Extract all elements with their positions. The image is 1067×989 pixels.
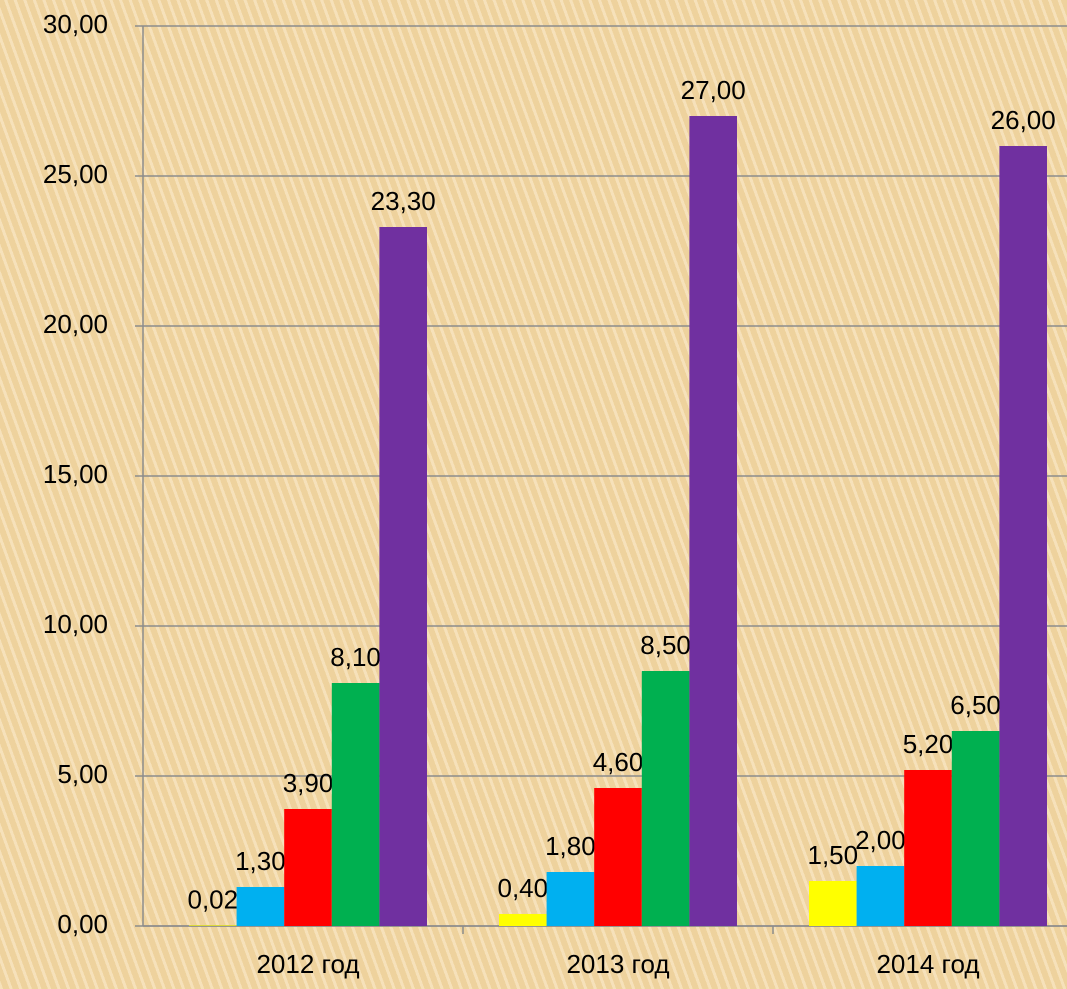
y-tick-label: 20,00 [43,309,108,339]
data-label: 0,02 [187,884,238,914]
bar [689,116,737,926]
x-tick-label: 2014 год [876,949,979,979]
y-tick-label: 30,00 [43,9,108,39]
x-tick-label: 2013 год [566,949,669,979]
bar [594,788,642,926]
data-label: 4,60 [593,747,644,777]
bar [331,683,380,926]
bar [641,671,690,926]
x-tick-label: 2012 год [256,949,359,979]
bar [904,770,952,926]
bar [189,925,237,926]
y-tick-label: 15,00 [43,459,108,489]
bar [379,227,427,926]
data-label: 27,00 [681,75,746,105]
y-tick-label: 10,00 [43,609,108,639]
bar [856,866,905,926]
data-label: 1,50 [807,840,858,870]
bar [236,887,285,926]
bar [999,146,1047,926]
data-label: 23,30 [371,186,436,216]
data-label: 1,80 [545,831,596,861]
y-tick-label: 5,00 [57,759,108,789]
bar [284,809,332,926]
data-label: 26,00 [991,105,1056,135]
y-tick-label: 25,00 [43,159,108,189]
bar [951,731,1000,926]
bar [809,881,857,926]
data-label: 8,50 [640,630,691,660]
bar [546,872,595,926]
data-label: 0,40 [497,873,548,903]
bar [499,914,547,926]
data-label: 8,10 [330,642,381,672]
y-tick-label: 0,00 [57,909,108,939]
data-label: 3,90 [283,768,334,798]
data-label: 6,50 [950,690,1001,720]
data-label: 1,30 [235,846,286,876]
data-label: 2,00 [855,825,906,855]
data-label: 5,20 [903,729,954,759]
